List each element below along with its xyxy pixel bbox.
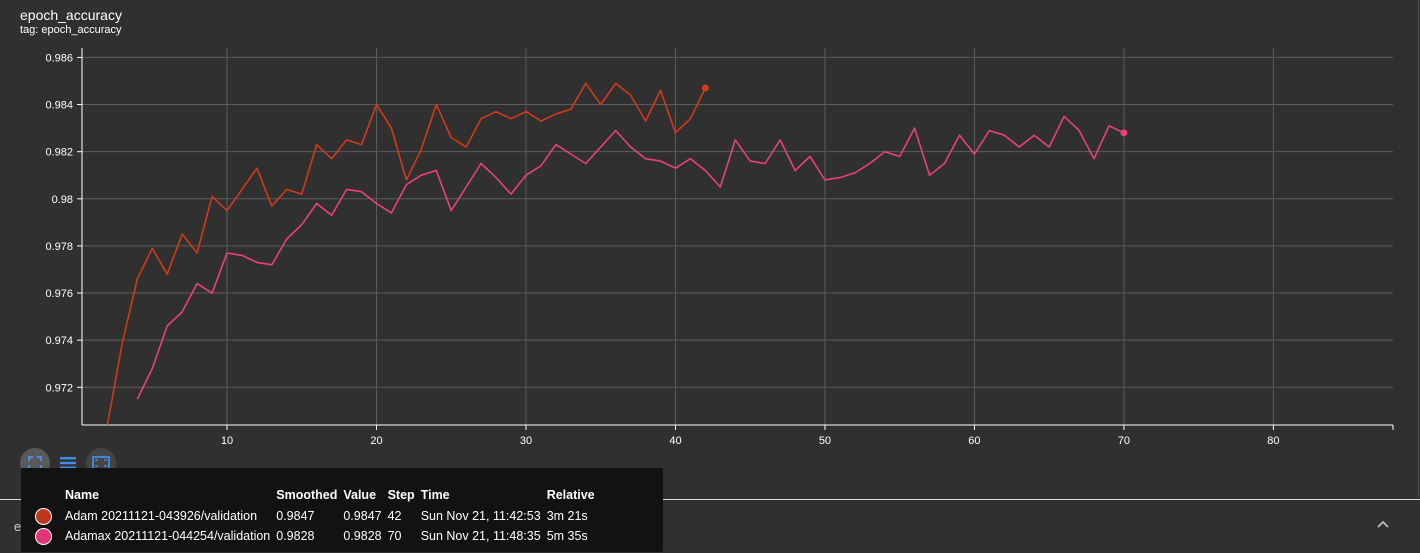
series-endpoint-marker [701, 84, 709, 92]
series-line-adamax [136, 115, 1125, 400]
header-name: Name [65, 488, 100, 502]
relative-value: 5m 35s [546, 529, 588, 543]
tooltip-row: Adamax 20211121-044254/validation 0.9828… [21, 526, 601, 546]
header-time: Time [420, 488, 450, 502]
x-tick-label: 10 [221, 435, 233, 447]
x-tick-label: 40 [669, 435, 681, 447]
header-smoothed: Smoothed [276, 488, 338, 502]
log-scale-icon [60, 457, 76, 469]
y-tick-label: 0.972 [45, 382, 73, 394]
series-endpoint-marker [1120, 129, 1128, 137]
chart-card: epoch_accuracy tag: epoch_accuracy 10 20 3… [0, 0, 1419, 498]
toggle-log-scale-button[interactable] [53, 448, 83, 478]
y-axis: 0.972 0.974 0.976 0.978 0.98 0.982 0.984 0.986 [45, 48, 83, 425]
x-tick-label: 60 [968, 435, 980, 447]
chevron-up-icon[interactable] [1374, 516, 1392, 534]
y-tick-label: 0.98 [52, 194, 73, 206]
tooltip-swatch-header [21, 486, 65, 506]
x-tick-label: 70 [1118, 435, 1130, 447]
x-tick-label: 20 [370, 435, 382, 447]
header-value: Value [343, 488, 377, 502]
y-tick-label: 0.978 [45, 241, 73, 253]
tooltip-table: Name Smoothed Value Step Time Relative A… [21, 486, 601, 546]
run-name: Adam 20211121-043926/validation [65, 509, 258, 523]
header-step: Step [387, 488, 415, 502]
x-tick-label: 80 [1267, 435, 1279, 447]
chart-tag: tag: epoch_accuracy [20, 24, 122, 36]
line-chart[interactable]: 10 20 30 40 50 60 70 80 0.9720.9740.9760.9780.9… [0, 0, 1418, 498]
raw-value: 0.9847 [343, 509, 382, 523]
data-tooltip: Name Smoothed Value Step Time Relative A… [21, 468, 663, 552]
y-tick-label: 0.976 [45, 288, 73, 300]
smoothed-value: 0.9847 [276, 509, 315, 523]
run-name: Adamax 20211121-044254/validation [65, 529, 271, 543]
time-value: Sun Nov 21, 11:48:35 [420, 529, 541, 543]
x-tick-label: 30 [520, 435, 532, 447]
chart-grid [82, 48, 1393, 425]
fullscreen-icon [28, 456, 42, 470]
tooltip-header-row: Name Smoothed Value Step Time Relative [21, 486, 601, 506]
step-value: 70 [387, 529, 402, 543]
y-tick-label: 0.974 [45, 335, 73, 347]
y-tick-label: 0.982 [45, 147, 73, 159]
raw-value: 0.9828 [343, 529, 382, 543]
series-color-swatch [34, 507, 52, 525]
step-value: 42 [387, 509, 402, 523]
y-tick-label: 0.986 [45, 52, 73, 64]
chart-title: epoch_accuracy [20, 7, 122, 23]
x-axis: 10 20 30 40 50 60 70 80 [82, 424, 1394, 447]
x-tick-label: 50 [819, 435, 831, 447]
y-tick-label: 0.984 [45, 100, 73, 112]
relative-value: 3m 21s [546, 509, 588, 523]
time-value: Sun Nov 21, 11:42:53 [420, 509, 541, 523]
smoothed-value: 0.9828 [276, 529, 315, 543]
chart-series [106, 82, 1128, 425]
series-line-adam [106, 82, 707, 425]
tooltip-row: Adam 20211121-043926/validation 0.9847 0… [21, 506, 601, 526]
series-color-swatch [34, 527, 52, 545]
header-relative: Relative [546, 488, 595, 502]
